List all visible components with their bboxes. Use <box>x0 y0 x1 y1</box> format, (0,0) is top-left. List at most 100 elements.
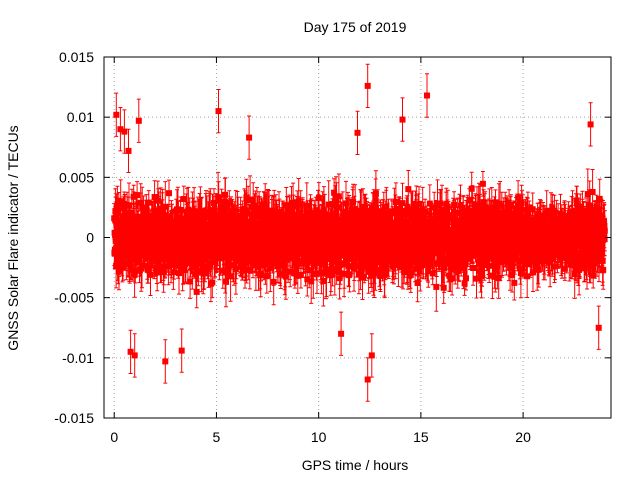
data-point <box>494 213 500 220</box>
data-point <box>474 235 481 242</box>
data-point <box>595 324 602 331</box>
data-point <box>498 236 505 243</box>
data-point <box>256 240 263 246</box>
data-point <box>419 262 425 269</box>
data-point <box>437 200 444 207</box>
data-point <box>119 235 125 242</box>
data-point <box>189 263 196 270</box>
data-point <box>287 214 294 221</box>
data-point <box>368 237 375 244</box>
data-point <box>294 203 301 209</box>
data-point <box>344 219 351 226</box>
data-point <box>130 222 137 229</box>
data-point <box>160 228 167 235</box>
data-point <box>477 205 484 212</box>
data-point <box>215 108 222 115</box>
data-point <box>274 233 281 240</box>
data-point <box>154 253 161 260</box>
data-point <box>372 217 378 223</box>
data-point <box>147 271 154 278</box>
data-point <box>250 213 257 220</box>
data-point <box>130 193 137 200</box>
data-point <box>513 224 520 231</box>
data-point <box>495 275 502 282</box>
data-point <box>540 216 547 223</box>
data-point <box>169 219 176 226</box>
data-point <box>530 269 536 276</box>
data-point <box>296 209 302 216</box>
data-point <box>363 234 369 241</box>
data-point <box>507 202 514 209</box>
data-point <box>232 255 239 262</box>
data-point <box>139 262 145 269</box>
data-point <box>254 225 261 232</box>
data-point <box>352 254 358 261</box>
data-point <box>362 210 369 217</box>
data-point <box>444 203 451 210</box>
data-point <box>368 222 375 229</box>
data-point <box>173 238 179 245</box>
data-point <box>547 223 554 230</box>
data-point <box>476 232 483 239</box>
data-point <box>517 236 524 243</box>
data-point <box>112 217 119 224</box>
data-point <box>511 253 518 260</box>
data-point <box>596 256 602 263</box>
data-point <box>461 232 468 239</box>
data-point <box>444 218 451 225</box>
data-point <box>442 224 449 231</box>
data-point <box>494 264 501 271</box>
data-point <box>464 255 470 262</box>
data-point <box>519 206 526 213</box>
data-point <box>254 246 261 253</box>
data-point <box>529 206 536 213</box>
data-point <box>344 250 351 256</box>
data-point <box>119 264 126 271</box>
data-point <box>481 233 487 240</box>
data-point <box>360 242 367 249</box>
data-point <box>184 260 191 266</box>
data-point <box>350 249 357 256</box>
data-point <box>574 235 581 242</box>
data-point <box>168 261 175 268</box>
data-point <box>138 265 145 272</box>
data-point <box>287 268 294 275</box>
data-point <box>534 228 541 235</box>
data-point <box>370 243 377 250</box>
data-point <box>228 241 235 248</box>
x-axis-label: GPS time / hours <box>302 457 409 473</box>
data-point <box>406 223 413 230</box>
data-point <box>367 261 374 268</box>
data-point <box>460 209 467 215</box>
data-point <box>451 227 458 234</box>
data-point <box>452 264 459 271</box>
data-point <box>598 237 605 244</box>
data-point <box>199 259 206 266</box>
data-point <box>234 219 241 226</box>
data-point <box>491 236 498 243</box>
data-point <box>297 272 304 278</box>
data-point <box>251 202 258 209</box>
data-point <box>296 250 303 257</box>
data-point <box>367 265 374 271</box>
data-point <box>245 256 252 263</box>
data-point <box>418 219 425 226</box>
data-point <box>470 265 477 271</box>
data-point <box>314 270 320 277</box>
data-point <box>481 258 488 265</box>
data-point <box>287 254 293 261</box>
data-point <box>368 230 375 237</box>
data-point <box>347 232 354 239</box>
data-point <box>346 241 353 248</box>
data-point <box>145 199 152 206</box>
data-point <box>222 199 229 206</box>
data-point <box>315 209 322 216</box>
data-point <box>220 250 227 257</box>
data-point <box>182 252 189 259</box>
data-point <box>571 251 578 258</box>
data-point <box>326 237 333 244</box>
data-point <box>495 224 501 231</box>
data-point <box>354 129 361 136</box>
data-point <box>510 256 517 263</box>
data-point <box>201 270 208 277</box>
